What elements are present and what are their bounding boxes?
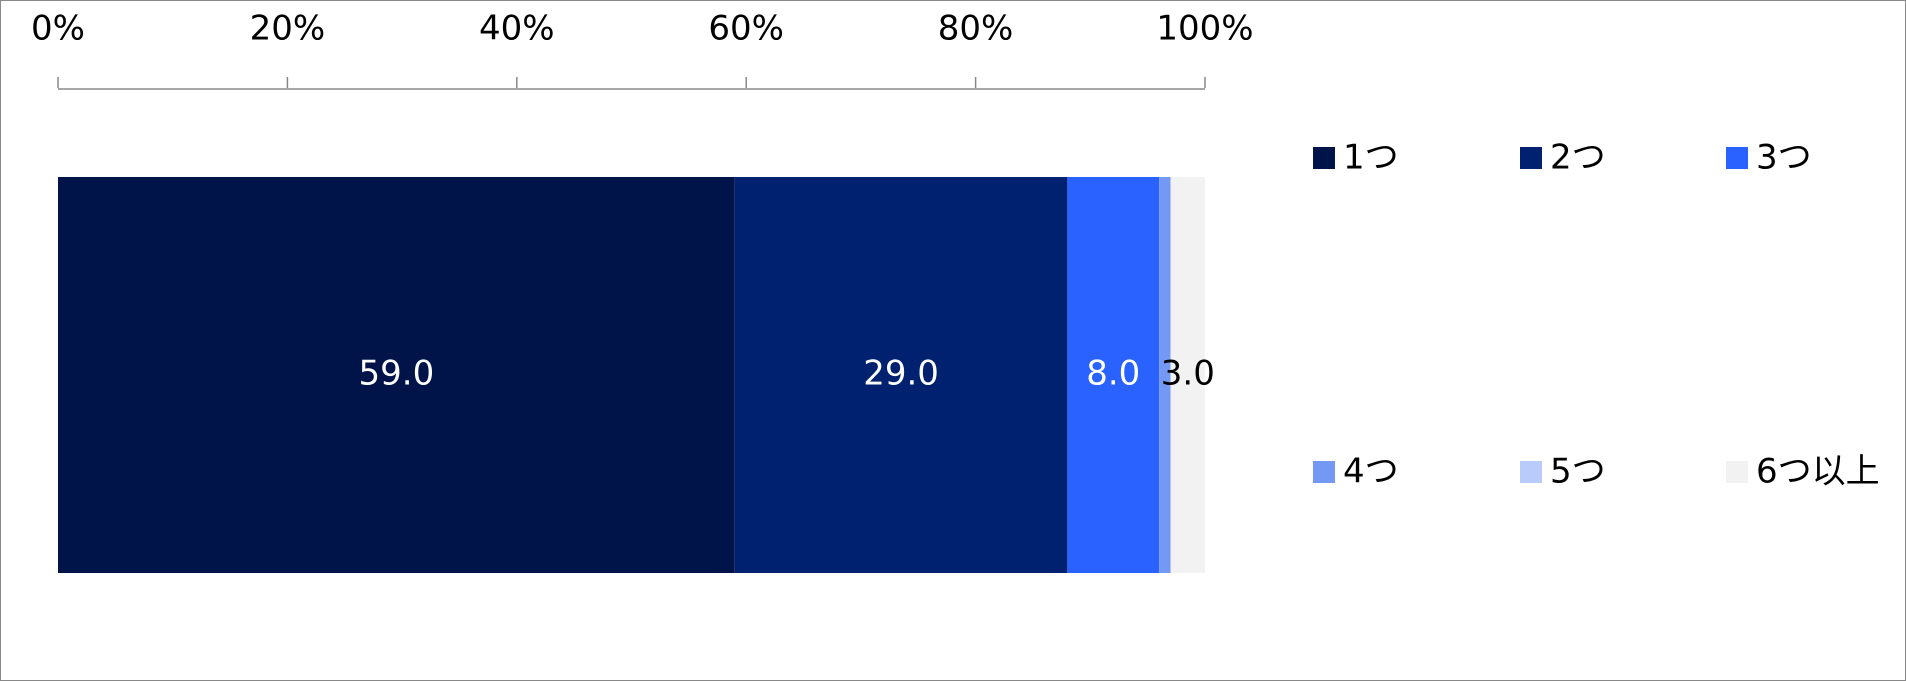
legend-swatch — [1520, 461, 1542, 483]
legend-swatch — [1726, 147, 1748, 169]
legend-label: 4つ — [1343, 452, 1399, 492]
x-tick-label: 40% — [479, 9, 555, 49]
legend-label: 3つ — [1756, 138, 1812, 178]
data-label: 29.0 — [863, 354, 939, 394]
legend-label: 5つ — [1550, 452, 1606, 492]
legend-swatch — [1313, 147, 1335, 169]
x-tick-label: 60% — [708, 9, 784, 49]
bar-segment — [58, 177, 735, 573]
legend-label: 2つ — [1550, 138, 1606, 178]
data-label: 3.0 — [1161, 354, 1215, 394]
data-label: 59.0 — [359, 354, 435, 394]
x-tick-label: 0% — [31, 9, 85, 49]
bar-segment — [1159, 177, 1171, 573]
data-label: 8.0 — [1086, 354, 1140, 394]
legend-swatch — [1313, 461, 1335, 483]
legend-swatch — [1520, 147, 1542, 169]
x-tick-label: 80% — [938, 9, 1014, 49]
legend-label: 6つ以上 — [1756, 452, 1880, 492]
legend-swatch — [1726, 461, 1748, 483]
legend-label: 1つ — [1343, 138, 1399, 178]
bar-segment — [734, 177, 1068, 573]
bar-segment — [1067, 177, 1160, 573]
x-tick-label: 100% — [1156, 9, 1253, 49]
bar-segment — [1170, 177, 1205, 573]
x-tick-label: 20% — [250, 9, 326, 49]
